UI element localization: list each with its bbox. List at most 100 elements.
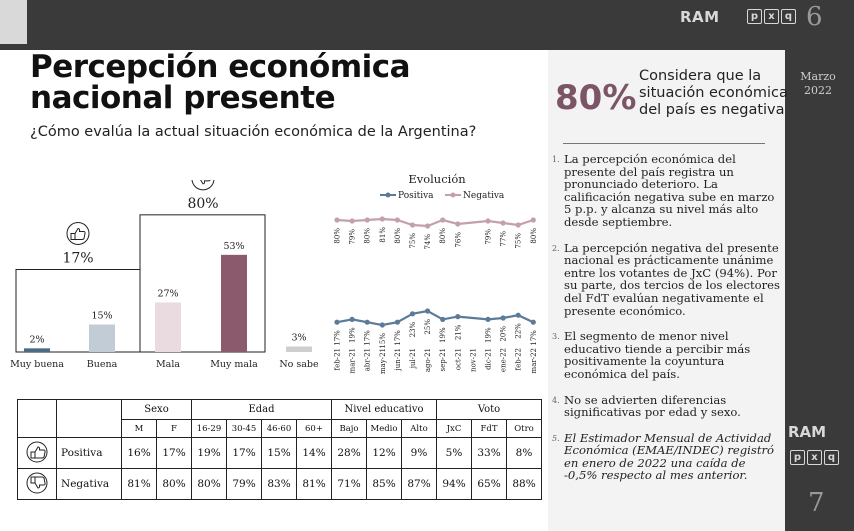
- point-negative: [379, 216, 385, 222]
- point-negative: [485, 218, 491, 224]
- data-label: 15%: [379, 333, 387, 349]
- table-cell: 12%: [366, 437, 402, 469]
- group-box-negative: [139, 214, 266, 353]
- column-header: 16-29: [191, 419, 227, 438]
- data-label: 19%: [349, 327, 357, 343]
- note-item: 5. El Estimador Mensual de Actividad Econ…: [552, 430, 780, 483]
- note-text: El Estimador Mensual de Actividad Económ…: [564, 430, 775, 483]
- pxq-logo-top: p x q: [747, 9, 796, 24]
- title-line: nacional presente: [30, 80, 336, 116]
- data-label: 17%: [530, 330, 538, 346]
- column-header: JxC: [436, 419, 472, 438]
- table-cell: 71%: [331, 468, 367, 500]
- thumbs-down-icon: [17, 468, 57, 500]
- column-header: 30-45: [226, 419, 262, 438]
- group-header: Sexo: [121, 399, 192, 420]
- category-label: Mala: [156, 359, 180, 370]
- x-tick-label: ago-21: [424, 348, 432, 372]
- date-month: Marzo: [800, 70, 836, 83]
- pxq-logo-side: p x q: [790, 450, 839, 465]
- table-cell: 85%: [366, 468, 402, 500]
- point-negative: [515, 222, 521, 228]
- table-corner: [17, 399, 57, 438]
- column-header: F: [156, 419, 192, 438]
- legend-label: Positiva: [398, 191, 434, 201]
- x-tick-label: ene-22: [500, 348, 508, 372]
- point-negative: [440, 217, 446, 223]
- brand-logo-top: RAM: [680, 8, 720, 26]
- data-label: 75%: [515, 233, 523, 249]
- data-label: 19%: [485, 327, 493, 343]
- bar: [24, 348, 50, 352]
- point-positive: [394, 319, 400, 325]
- chart-title: Evolución: [408, 172, 466, 186]
- x-tick-label: mar-22: [530, 348, 538, 373]
- note-item: 2. La percepción negativa del presente na…: [552, 241, 780, 318]
- thumbs-down-icon-outline: [191, 180, 215, 191]
- point-positive: [364, 319, 370, 325]
- column-header: Bajo: [331, 419, 367, 438]
- point-negative: [500, 220, 506, 226]
- data-label: 80%: [364, 228, 372, 244]
- data-label: 80%: [394, 228, 402, 244]
- table-cell: 81%: [121, 468, 157, 500]
- note-text: La percepción económica del presente del…: [564, 152, 775, 229]
- thumbs-down-icon: [191, 180, 215, 191]
- table-cell: 15%: [261, 437, 297, 469]
- note-number: 4.: [552, 395, 560, 405]
- data-label: 17%: [364, 330, 372, 346]
- note-item: 1. La percepción económica del presente d…: [552, 153, 780, 229]
- data-label: 25%: [424, 319, 432, 335]
- x-tick-label: dic-21: [485, 348, 493, 370]
- data-label: 81%: [379, 227, 387, 243]
- point-positive: [334, 319, 340, 325]
- note-number: 5.: [552, 433, 560, 443]
- point-negative: [409, 222, 416, 228]
- table-cell: 19%: [191, 437, 227, 469]
- thumbs-up-icon-outline: [66, 222, 90, 245]
- logo-letter: q: [824, 450, 839, 465]
- column-header: Otro: [506, 419, 542, 438]
- brand-logo-side: RAM: [788, 423, 827, 441]
- bar: [155, 302, 181, 352]
- data-label: 17%: [394, 330, 402, 346]
- divider: [563, 143, 765, 144]
- table-cell: 28%: [331, 437, 367, 469]
- column-header: FdT: [471, 419, 507, 438]
- logo-letter: p: [747, 9, 762, 24]
- point-negative: [364, 217, 370, 223]
- table-header-row: Sexo Edad Nivel educativo Voto: [17, 399, 542, 438]
- group-label: 17%: [62, 251, 93, 267]
- column-header: 46-60: [261, 419, 297, 438]
- highlight-text: Considera que la situación económica del…: [639, 68, 788, 118]
- x-tick-label: jun-21: [394, 348, 402, 371]
- table-cell: 33%: [471, 437, 507, 469]
- x-tick-label: feb-22: [515, 348, 523, 371]
- table-cell: 79%: [226, 468, 262, 500]
- rating-bar-chart: 17% 80% 2% Muy buena 15% Buena 27% Mala 53% Muy m…: [10, 180, 319, 370]
- page-title: Percepción económica nacional presente: [30, 52, 411, 116]
- data-label: 2%: [29, 334, 44, 345]
- category-label: No sabe: [279, 359, 319, 370]
- data-label: 27%: [157, 289, 178, 300]
- point-positive: [485, 316, 491, 322]
- point-negative: [455, 221, 461, 227]
- note-text: No se advierten diferencias significativ…: [564, 392, 741, 420]
- category-label: Muy buena: [10, 359, 64, 370]
- summary-panel: [548, 50, 785, 531]
- x-tick-label: abr-21: [364, 348, 372, 371]
- data-label: 17%: [334, 330, 342, 346]
- thumbs-up-icon-hand: [70, 227, 86, 240]
- highlight-value: 80%: [555, 78, 637, 118]
- x-tick-label: feb-21: [334, 348, 342, 371]
- point-negative: [334, 217, 340, 223]
- table-cell: 87%: [401, 468, 437, 500]
- legend-label: Negativa: [463, 191, 505, 201]
- data-label: 22%: [515, 323, 523, 339]
- x-tick-label: sep-21: [439, 348, 447, 372]
- group-header: Edad: [191, 399, 332, 420]
- column-header: Medio: [366, 419, 402, 438]
- point-positive: [530, 319, 536, 325]
- group-label: 80%: [187, 196, 218, 212]
- page-subtitle: ¿Cómo evalúa la actual situación económi…: [30, 124, 477, 140]
